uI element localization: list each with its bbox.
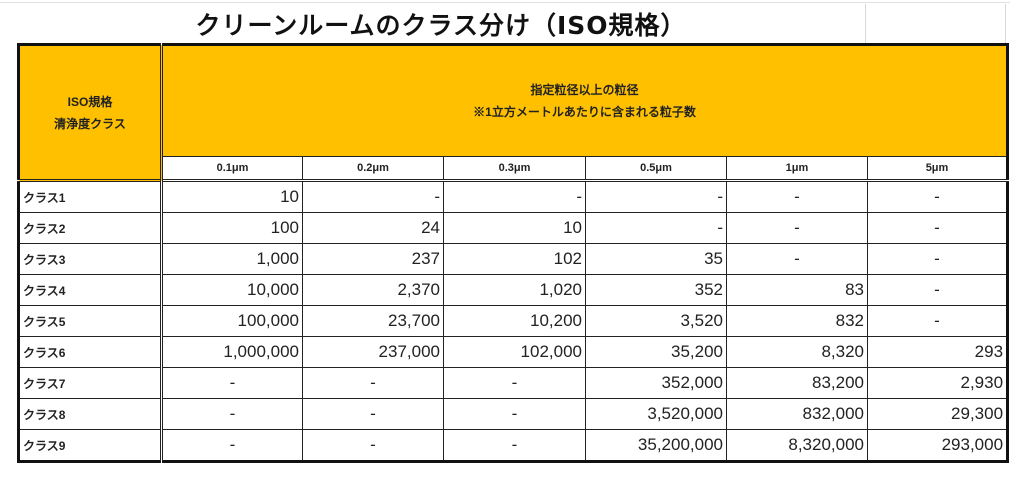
particle-count-cell[interactable]: -: [302, 367, 444, 399]
particle-count-cell[interactable]: 10,000: [161, 274, 303, 306]
particle-count-cell[interactable]: 8,320: [726, 336, 868, 368]
particle-count-cell[interactable]: -: [443, 398, 586, 430]
particle-count-cell[interactable]: 1,000: [161, 243, 303, 275]
particle-count-cell[interactable]: 293: [866, 336, 1009, 368]
unit-header-row: 0.1μm 0.2μm 0.3μm 0.5μm 1μm 5μm: [19, 156, 1009, 181]
table-row: クラス8- - -3,520,000 832,000 29,300: [18, 398, 1009, 430]
corner-header-cell[interactable]: ISO規格 清浄度クラス: [18, 44, 163, 181]
particle-count-cell[interactable]: 10,200: [443, 305, 586, 337]
particle-count-cell[interactable]: -: [866, 212, 1009, 244]
particle-count-cell[interactable]: 1,020: [443, 274, 586, 306]
unit-header-cell[interactable]: 5μm: [866, 156, 1009, 181]
gridline: [865, 4, 866, 44]
particle-count-cell[interactable]: 83: [726, 274, 868, 306]
particle-count-cell[interactable]: 237,000: [302, 336, 444, 368]
particle-count-cell[interactable]: 23,700: [302, 305, 444, 337]
particle-count-cell[interactable]: 83,200: [726, 367, 868, 399]
cleanroom-class-table: ISO規格 清浄度クラス 指定粒径以上の粒径 ※1立方メートルあたりに含まれる粒…: [17, 43, 1010, 463]
particle-count-cell[interactable]: -: [726, 179, 868, 213]
unit-header-cell[interactable]: 0.2μm: [302, 156, 444, 181]
particle-count-cell[interactable]: 100: [161, 212, 303, 244]
particle-count-cell[interactable]: -: [866, 305, 1009, 337]
particle-count-cell[interactable]: 24: [302, 212, 444, 244]
unit-header-cell[interactable]: 0.5μm: [585, 156, 727, 181]
unit-header-cell[interactable]: 0.1μm: [161, 156, 303, 181]
table-row: クラス7- - -352,000 83,200 2,930: [18, 367, 1009, 399]
particle-count-cell[interactable]: -: [866, 243, 1009, 275]
particle-count-cell[interactable]: 293,000: [866, 429, 1009, 462]
table-row: クラス5 100,000 23,700 10,200 3,520 832-: [18, 305, 1009, 337]
particle-count-cell[interactable]: -: [161, 398, 303, 430]
gridline: [0, 2, 1010, 3]
particle-count-cell[interactable]: 35: [585, 243, 727, 275]
class-label-cell[interactable]: クラス6: [18, 336, 163, 368]
particle-count-cell[interactable]: 2,930: [866, 367, 1009, 399]
particle-count-cell[interactable]: -: [443, 429, 586, 462]
class-label-cell[interactable]: クラス9: [18, 429, 163, 462]
particle-count-cell[interactable]: 102: [443, 243, 586, 275]
particle-size-header-cell[interactable]: 指定粒径以上の粒径 ※1立方メートルあたりに含まれる粒子数: [160, 44, 1009, 157]
particle-count-cell[interactable]: -: [302, 398, 444, 430]
particle-count-cell[interactable]: -: [302, 429, 444, 462]
particle-count-cell[interactable]: -: [866, 274, 1009, 306]
particle-count-cell[interactable]: -: [161, 367, 303, 399]
particle-count-cell[interactable]: 102,000: [443, 336, 586, 368]
sheet-title: クリーンルームのクラス分け（ISO規格）: [195, 11, 687, 40]
particle-count-cell[interactable]: 100,000: [161, 305, 303, 337]
particle-count-cell[interactable]: -: [443, 367, 586, 399]
particle-count-cell[interactable]: -: [866, 179, 1009, 213]
particle-count-cell[interactable]: -: [585, 212, 727, 244]
table-row: クラス3 1,000 237 102 35- -: [18, 243, 1009, 275]
class-label-cell[interactable]: クラス5: [18, 305, 163, 337]
unit-header-cell[interactable]: 1μm: [726, 156, 868, 181]
particle-count-cell[interactable]: 1,000,000: [161, 336, 303, 368]
particle-count-cell[interactable]: 35,200: [585, 336, 727, 368]
table-row: クラス9- - -35,200,000 8,320,000 293,000: [18, 429, 1009, 462]
unit-header-cell[interactable]: 0.3μm: [443, 156, 586, 181]
particle-count-cell[interactable]: 10: [161, 179, 303, 213]
particle-count-cell[interactable]: 237: [302, 243, 444, 275]
particle-count-cell[interactable]: 3,520,000: [585, 398, 727, 430]
table-row: クラス2 100 24 10- - -: [18, 212, 1009, 244]
class-label-cell[interactable]: クラス3: [18, 243, 163, 275]
table-row: クラス6 1,000,000 237,000 102,000 35,200 8,320 29…: [18, 336, 1009, 368]
class-label-cell[interactable]: クラス7: [18, 367, 163, 399]
particle-count-cell[interactable]: 3,520: [585, 305, 727, 337]
particle-count-cell[interactable]: 352,000: [585, 367, 727, 399]
particle-count-cell[interactable]: 29,300: [866, 398, 1009, 430]
particle-count-cell[interactable]: -: [161, 429, 303, 462]
particle-count-cell[interactable]: 2,370: [302, 274, 444, 306]
particle-count-cell[interactable]: -: [585, 179, 727, 213]
particle-count-cell[interactable]: 352: [585, 274, 727, 306]
table-row: クラス1 10- - - - -: [18, 179, 1009, 213]
class-label-cell[interactable]: クラス4: [18, 274, 163, 306]
particle-count-cell[interactable]: 832: [726, 305, 868, 337]
particle-count-cell[interactable]: -: [726, 243, 868, 275]
particle-count-cell[interactable]: -: [443, 179, 586, 213]
particle-size-header-line1: 指定粒径以上の粒径: [530, 83, 639, 97]
particle-count-cell[interactable]: 8,320,000: [726, 429, 868, 462]
particle-count-cell[interactable]: -: [726, 212, 868, 244]
corner-header-line2: 清浄度クラス: [54, 116, 126, 131]
particle-count-cell[interactable]: 10: [443, 212, 586, 244]
class-label-cell[interactable]: クラス2: [18, 212, 163, 244]
corner-header-line1: ISO規格: [67, 94, 113, 109]
particle-count-cell[interactable]: 832,000: [726, 398, 868, 430]
class-label-cell[interactable]: クラス1: [18, 179, 163, 213]
class-label-cell[interactable]: クラス8: [18, 398, 163, 430]
particle-size-header-line2: ※1立方メートルあたりに含まれる粒子数: [473, 105, 696, 119]
table-row: クラス4 10,000 2,370 1,020 352 83-: [18, 274, 1009, 306]
particle-count-cell[interactable]: 35,200,000: [585, 429, 727, 462]
particle-count-cell[interactable]: -: [302, 179, 444, 213]
gridline: [1005, 4, 1006, 44]
